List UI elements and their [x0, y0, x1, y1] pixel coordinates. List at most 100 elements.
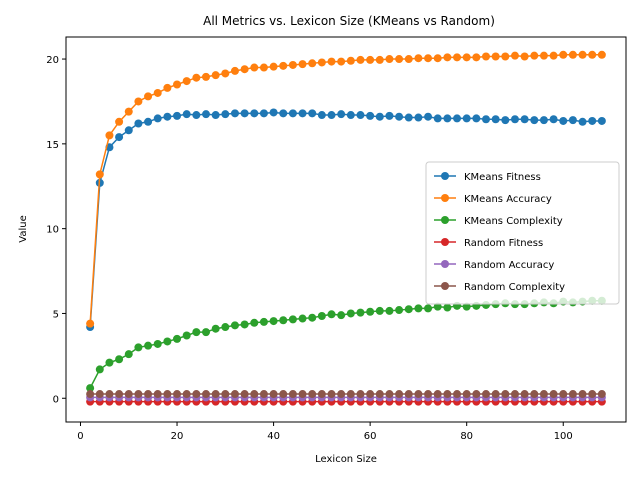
- data-point: [298, 314, 307, 323]
- data-point: [327, 57, 336, 66]
- data-point: [221, 323, 230, 332]
- data-point: [366, 390, 375, 399]
- data-point: [327, 111, 336, 120]
- data-point: [317, 390, 326, 399]
- data-point: [173, 80, 182, 89]
- data-point: [568, 116, 577, 125]
- data-point: [453, 53, 462, 62]
- data-point: [240, 390, 249, 399]
- data-point: [230, 321, 239, 330]
- data-point: [240, 320, 249, 329]
- legend: KMeans Fitness KMeans Accuracy KMeans Comp…: [425, 161, 620, 305]
- data-point: [366, 111, 375, 120]
- legend-label: Random Accuracy: [464, 260, 554, 271]
- data-point: [279, 61, 288, 70]
- data-point: [153, 390, 162, 399]
- data-point: [346, 111, 355, 120]
- data-point: [510, 115, 519, 124]
- data-point: [337, 57, 346, 66]
- data-point: [308, 109, 317, 118]
- data-point: [115, 390, 124, 399]
- data-point: [337, 110, 346, 119]
- series-5: [86, 390, 606, 399]
- data-point: [491, 390, 500, 399]
- data-point: [568, 390, 577, 399]
- x-tick-label: 0: [77, 431, 83, 442]
- data-point: [144, 92, 153, 101]
- data-point: [115, 355, 124, 364]
- legend-marker: [441, 172, 449, 180]
- data-point: [424, 304, 433, 313]
- data-point: [346, 56, 355, 65]
- x-axis: 0 20 40 60 80 100: [77, 422, 573, 442]
- data-point: [288, 315, 297, 324]
- data-point: [395, 306, 404, 315]
- data-point: [559, 116, 568, 125]
- data-point: [144, 341, 153, 350]
- data-point: [588, 390, 597, 399]
- data-point: [269, 62, 278, 71]
- data-point: [530, 116, 539, 125]
- data-point: [559, 50, 568, 59]
- legend-label: Random Fitness: [464, 238, 543, 249]
- data-point: [105, 390, 114, 399]
- y-axis-label: Value: [18, 215, 29, 242]
- data-point: [356, 390, 365, 399]
- data-point: [221, 69, 230, 78]
- data-point: [424, 112, 433, 121]
- data-point: [597, 116, 606, 125]
- data-point: [86, 390, 95, 399]
- data-point: [395, 112, 404, 121]
- data-point: [578, 390, 587, 399]
- data-point: [520, 390, 529, 399]
- data-point: [433, 390, 442, 399]
- data-point: [202, 390, 210, 399]
- data-point: [202, 328, 210, 337]
- data-point: [539, 390, 548, 399]
- data-point: [95, 170, 104, 179]
- axes-frame: [65, 36, 627, 423]
- data-point: [269, 317, 278, 326]
- data-point: [298, 60, 307, 69]
- data-point: [414, 113, 423, 122]
- data-point: [240, 109, 249, 118]
- data-point: [115, 133, 124, 142]
- data-point: [356, 55, 365, 64]
- data-point: [308, 390, 317, 399]
- data-point: [192, 111, 201, 120]
- data-point: [95, 365, 104, 374]
- data-point: [327, 390, 336, 399]
- data-point: [424, 54, 433, 63]
- data-point: [482, 115, 490, 124]
- data-point: [298, 390, 307, 399]
- data-point: [259, 317, 268, 326]
- data-point: [163, 83, 172, 92]
- data-point: [308, 313, 317, 322]
- data-point: [549, 51, 558, 60]
- data-point: [182, 331, 191, 340]
- data-point: [433, 302, 442, 311]
- data-point: [269, 108, 278, 117]
- data-point: [317, 111, 326, 120]
- data-point: [211, 111, 220, 120]
- y-tick-label: 0: [53, 394, 59, 405]
- data-point: [134, 343, 143, 352]
- data-point: [424, 390, 433, 399]
- data-point: [453, 390, 462, 399]
- x-tick-label: 40: [267, 431, 280, 442]
- legend-box: [425, 161, 620, 305]
- data-point: [173, 390, 182, 399]
- x-tick-label: 20: [171, 431, 184, 442]
- data-point: [308, 59, 317, 68]
- data-point: [510, 390, 519, 399]
- data-point: [346, 390, 355, 399]
- data-point: [462, 53, 471, 62]
- data-point: [375, 306, 384, 315]
- data-point: [530, 390, 539, 399]
- y-axis: 0 5 10 15 20: [46, 55, 66, 405]
- data-point: [501, 390, 510, 399]
- legend-item: Random Fitness: [434, 238, 543, 249]
- data-point: [385, 55, 394, 64]
- data-point: [182, 110, 191, 119]
- data-point: [124, 107, 133, 116]
